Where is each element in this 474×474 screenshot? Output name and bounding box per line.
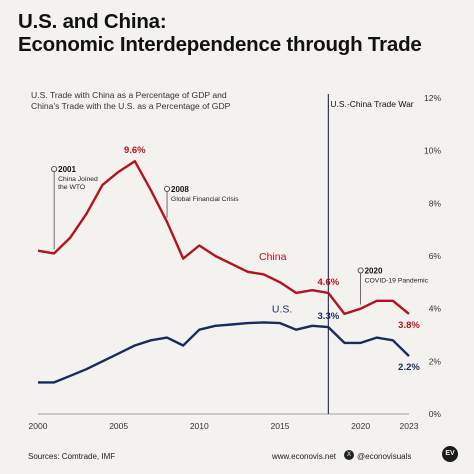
value-label: 3.3% <box>318 311 340 322</box>
value-label: 3.8% <box>398 320 420 331</box>
value-label: 4.6% <box>318 277 340 288</box>
annotation-year: 2020 <box>365 266 383 275</box>
trade-war-label: U.S.-China Trade War <box>330 99 413 109</box>
annotation-desc: Global Financial Crisis <box>171 196 239 203</box>
y-tick-label: 6% <box>429 251 442 261</box>
website-link[interactable]: www.econovis.net <box>272 452 337 461</box>
chart-subtitle: U.S. Trade with China as a Percentage of… <box>31 90 230 111</box>
y-tick-label: 0% <box>429 409 442 419</box>
value-label: 2.2% <box>398 362 420 373</box>
x-tick-label: 2023 <box>400 421 419 431</box>
subtitle-line-2: China's Trade with the U.S. as a Percent… <box>31 100 231 111</box>
x-tick-label: 2020 <box>351 421 370 431</box>
value-label: 9.6% <box>124 145 146 156</box>
x-logo-icon: X <box>344 450 354 460</box>
annotation-desc: COVID-19 Pandemic <box>365 277 429 284</box>
y-tick-label: 10% <box>424 146 441 156</box>
title-line-1: U.S. and China: <box>18 10 167 33</box>
x-tick-label: 2015 <box>270 421 289 431</box>
x-tick-label: 2000 <box>29 421 48 431</box>
annotation-year: 2008 <box>171 185 189 194</box>
annotation-year: 2001 <box>58 165 76 174</box>
series-label: China <box>259 251 287 263</box>
annotation-desc: the WTO <box>58 184 85 191</box>
x-tick-label: 2005 <box>109 421 128 431</box>
annotation-marker <box>51 166 58 173</box>
subtitle-line-1: U.S. Trade with China as a Percentage of… <box>31 90 227 100</box>
annotation-marker <box>164 185 171 192</box>
x-tick-label: 2010 <box>190 421 209 431</box>
econovis-logo: EV <box>442 446 458 462</box>
social-handle-link[interactable]: @econovisuals <box>357 452 412 461</box>
source-note: Sources: Comtrade, IMF <box>28 452 116 461</box>
y-tick-label: 12% <box>424 93 441 103</box>
y-tick-label: 8% <box>429 198 442 208</box>
annotation-desc: China Joined <box>58 176 98 183</box>
series-line-us <box>38 321 410 384</box>
series-label: U.S. <box>272 304 292 316</box>
y-tick-label: 4% <box>429 304 442 314</box>
series-line-china <box>37 160 410 316</box>
title-line-2: Economic Interdependence through Trade <box>18 33 422 56</box>
annotation-marker <box>357 267 364 274</box>
y-tick-label: 2% <box>429 356 442 366</box>
chart-title: U.S. and China: Economic Interdependence… <box>18 10 422 56</box>
